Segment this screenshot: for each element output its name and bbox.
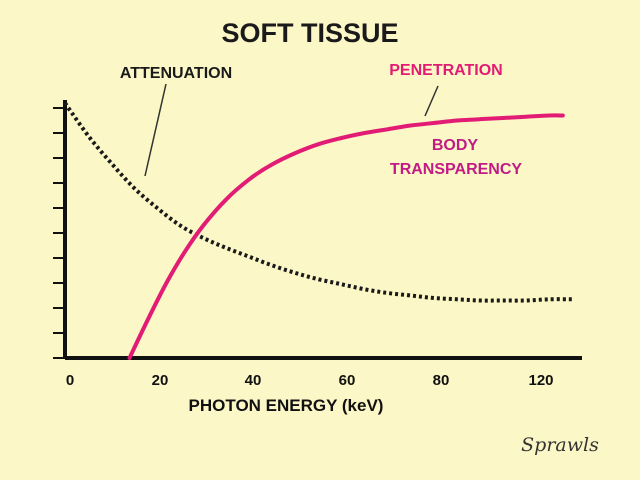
x-tick-label: 120: [528, 372, 553, 389]
penetration-label: PENETRATION: [389, 62, 502, 79]
penetration-series-line: [127, 113, 565, 360]
x-tick-label: 0: [66, 372, 74, 389]
attenuation-leader-line: [144, 83, 167, 177]
x-tick-label: 80: [433, 372, 450, 389]
chart-title: SOFT TISSUE: [221, 18, 398, 48]
attenuation-label: ATTENUATION: [120, 65, 232, 82]
transparency-label: TRANSPARENCY: [390, 161, 522, 178]
x-tick-labels: 0 20 40 60 80 120: [66, 372, 554, 389]
x-axis-title: PHOTON ENERGY (keV): [189, 396, 384, 415]
axes: [63, 100, 582, 360]
signature: Sprawls: [521, 434, 599, 456]
x-tick-label: 40: [245, 372, 262, 389]
x-tick-label: 20: [152, 372, 169, 389]
attenuation-series-line: [63, 101, 573, 303]
body-label: BODY: [432, 137, 479, 154]
y-tick-marks: [53, 107, 65, 359]
x-tick-label: 60: [339, 372, 356, 389]
penetration-leader-line: [424, 85, 439, 117]
